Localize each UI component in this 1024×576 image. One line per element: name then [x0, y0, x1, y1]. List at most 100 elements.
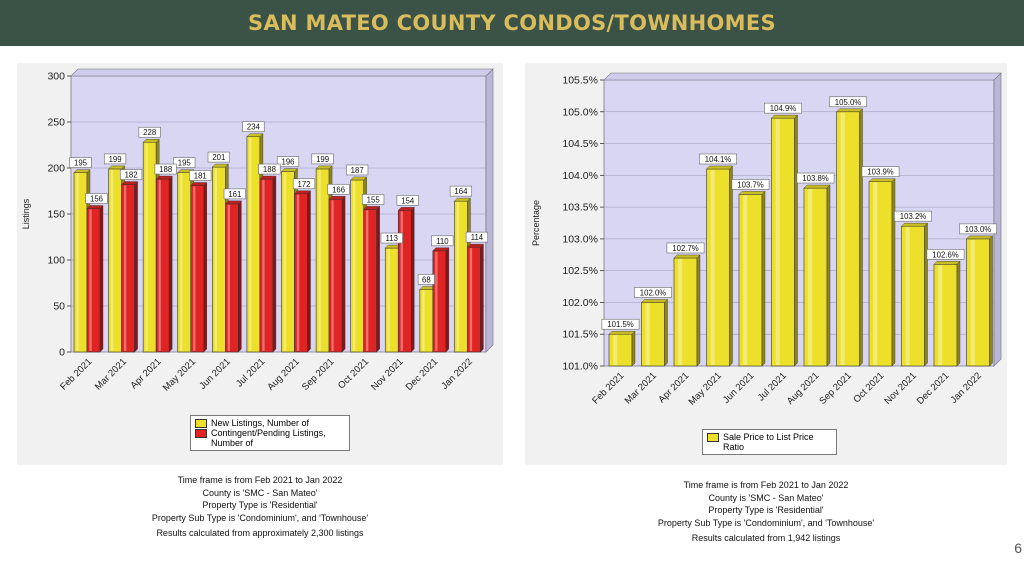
note-line: Property Sub Type is 'Condominium', and … [151, 512, 369, 523]
right-chart-notes: Time frame is from Feb 2021 to Jan 2022 … [525, 479, 1007, 545]
data-label-box [417, 274, 435, 285]
bar-highlight [710, 169, 715, 365]
bar [933, 264, 958, 367]
bar-top [246, 133, 264, 137]
bar-top [281, 168, 298, 172]
bar-top [966, 235, 993, 240]
bar-side [696, 254, 701, 367]
x-tick-label: Jul 2021 [756, 370, 789, 403]
bar-highlight [123, 185, 127, 351]
data-label-box [119, 169, 143, 180]
legend-swatch-red [195, 429, 207, 438]
data-label-box [894, 210, 932, 222]
bar-top [155, 175, 173, 180]
y-tick-label: 101.5% [562, 329, 598, 341]
data-label-box [207, 151, 230, 163]
data-label-box [258, 163, 281, 175]
data-label: 156 [90, 194, 103, 203]
bar [608, 333, 633, 367]
x-tick-label: Feb 2021 [58, 356, 94, 392]
data-label: 113 [386, 234, 398, 243]
bar [142, 141, 157, 353]
data-label: 102.0% [640, 288, 667, 297]
x-tick-label: Jun 2021 [721, 370, 756, 405]
bar-highlight [249, 137, 252, 351]
bar [363, 209, 377, 353]
bar-highlight [743, 195, 748, 365]
bar-side [341, 195, 346, 353]
legend-label: Contingent/Pending Listings, Number of [211, 428, 326, 448]
bar-top [294, 190, 311, 194]
bar-top [641, 299, 668, 303]
data-label: 161 [228, 190, 241, 199]
bar-side [989, 235, 993, 367]
x-tick-label: Oct 2021 [336, 356, 371, 391]
bar-top [350, 176, 368, 181]
data-label-box [69, 157, 92, 168]
data-label: 228 [143, 128, 156, 137]
y-tick-label: 200 [47, 163, 65, 175]
bar-top [224, 200, 242, 205]
page-title: SAN MATEO COUNTY CONDOS/TOWNHOMES [248, 11, 776, 35]
x-tick-label: Jun 2021 [197, 356, 232, 391]
bar [108, 168, 122, 353]
listings-legend: New Listings, Number of Contingent/Pendi… [190, 415, 350, 451]
bar [966, 238, 990, 367]
bar-side [168, 175, 173, 353]
data-label: 195 [178, 159, 192, 168]
data-label: 188 [159, 165, 172, 174]
bar-highlight [110, 169, 114, 351]
x-tick-label: Jan 2022 [439, 356, 474, 391]
data-label: 154 [401, 196, 415, 205]
bar-highlight [387, 249, 390, 351]
bar [432, 250, 447, 353]
y-tick-label: 103.0% [562, 233, 598, 245]
plot-area [603, 79, 995, 367]
bar [328, 198, 343, 353]
bar-highlight [180, 173, 183, 351]
bar-side [480, 243, 484, 353]
bar-top [706, 165, 733, 170]
bar-highlight [283, 172, 287, 351]
data-label: 105.0% [835, 98, 862, 107]
bar [225, 203, 239, 353]
bar-highlight [938, 265, 943, 365]
data-label: 181 [194, 171, 207, 180]
bar [706, 168, 730, 367]
data-label: 103.7% [737, 180, 764, 189]
plot-side-wall [485, 68, 494, 353]
sale-ratio-legend: Sale Price to List Price Ratio [702, 429, 837, 455]
bar-top [466, 243, 484, 248]
bar [294, 193, 308, 353]
bar-top [432, 247, 450, 252]
data-label-box [189, 170, 212, 181]
bar [155, 178, 170, 353]
title-banner: SAN MATEO COUNTY CONDOS/TOWNHOMES [0, 0, 1024, 46]
bar-side [924, 222, 928, 367]
data-label: 166 [332, 185, 345, 194]
bar-highlight [873, 182, 878, 365]
bar [73, 172, 88, 353]
bar-side [794, 114, 798, 367]
data-label-box [731, 179, 770, 190]
bar-side [411, 206, 415, 353]
data-label: 172 [297, 180, 310, 189]
data-label-box [292, 178, 316, 190]
note-line: Property Type is 'Residential' [708, 505, 824, 515]
x-tick-label: Aug 2021 [265, 356, 302, 393]
bar [673, 257, 698, 367]
bar-highlight [366, 210, 369, 351]
legend-item-new-listings: New Listings, Number of [195, 418, 345, 428]
data-label: 68 [422, 275, 431, 284]
bar-top [328, 196, 346, 200]
bar-top [673, 254, 701, 259]
data-label-box [926, 249, 965, 260]
bar [738, 194, 763, 367]
x-tick-label: Feb 2021 [590, 370, 626, 406]
y-tick-label: 0 [59, 347, 65, 359]
bar-highlight [678, 258, 683, 365]
x-tick-label: Sep 2021 [300, 356, 337, 393]
data-label-box [396, 195, 419, 206]
bar-side [664, 298, 668, 367]
data-label: 188 [263, 165, 276, 174]
